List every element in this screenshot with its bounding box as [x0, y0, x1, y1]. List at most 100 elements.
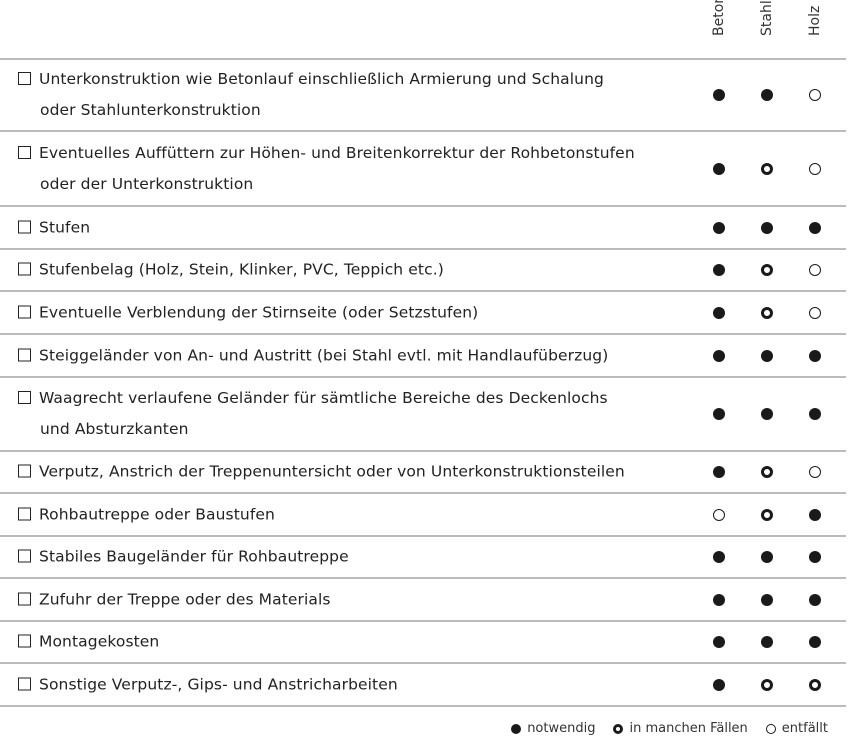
checklist-table: Unterkonstruktion wie Betonlauf einschli…: [0, 58, 846, 707]
row-label: Verputz, Anstrich der Treppenuntersicht …: [18, 457, 625, 488]
legend: notwendig in manchen Fällen entfällt: [511, 721, 828, 736]
filled-circle-icon: [713, 678, 725, 691]
checkbox-icon[interactable]: [18, 220, 31, 233]
filled-circle-icon: [713, 636, 725, 648]
checkbox-icon[interactable]: [18, 677, 31, 690]
thick-ring-icon: [761, 162, 773, 175]
row-label: Zufuhr der Treppe oder des Materials: [18, 584, 331, 615]
filled-circle-icon: [809, 636, 821, 648]
thin-ring-icon: [765, 723, 776, 734]
checkbox-icon[interactable]: [18, 592, 31, 605]
checkbox-icon[interactable]: [18, 549, 31, 563]
thick-ring-icon: [761, 466, 773, 478]
filled-circle-icon: [809, 508, 821, 521]
row-label: Rohbautreppe oder Baustufen: [18, 499, 275, 530]
row-label: Stufenbelag (Holz, Stein, Klinker, PVC, …: [18, 255, 444, 286]
thick-ring-icon: [613, 723, 624, 734]
filled-circle-icon: [713, 89, 725, 101]
table-row: Eventuelles Auffüttern zur Höhen- und Br…: [0, 132, 846, 207]
row-label: Steiggeländer von An- und Austritt (bei …: [18, 340, 608, 371]
legend-item-in-manchen-faellen: in manchen Fällen: [613, 721, 748, 736]
row-label-line: Montagekosten: [39, 632, 160, 651]
column-header-beton: Beton: [711, 0, 727, 36]
table-row: Stabiles Baugeländer für Rohbautreppe: [0, 537, 846, 579]
row-label: Stabiles Baugeländer für Rohbautreppe: [18, 542, 349, 573]
filled-circle-icon: [713, 551, 725, 563]
checkbox-icon[interactable]: [18, 348, 31, 361]
table-row: Steiggeländer von An- und Austritt (bei …: [0, 335, 846, 378]
thick-ring-icon: [761, 264, 773, 276]
legend-item-entfaellt: entfällt: [765, 721, 828, 736]
thin-ring-icon: [809, 306, 821, 319]
filled-circle-icon: [809, 593, 821, 606]
thin-ring-icon: [809, 466, 821, 478]
row-label-line: Unterkonstruktion wie Betonlauf einschli…: [39, 70, 604, 88]
row-label-line: oder Stahlunterkonstruktion: [40, 101, 261, 119]
filled-circle-icon: [713, 264, 725, 276]
thick-ring-icon: [761, 306, 773, 319]
filled-circle-icon: [713, 593, 725, 606]
thick-ring-icon: [761, 508, 773, 521]
column-header-stahl: Stahl: [759, 0, 775, 36]
row-label-line: Stufen: [39, 218, 91, 236]
row-label-line: und Absturzkanten: [40, 420, 189, 438]
row-label-line: Sonstige Verputz-, Gips- und Anstricharb…: [39, 675, 398, 693]
checkbox-icon[interactable]: [18, 391, 31, 404]
filled-circle-icon: [761, 551, 773, 563]
filled-circle-icon: [761, 221, 773, 234]
filled-circle-icon: [713, 408, 725, 420]
filled-circle-icon: [761, 593, 773, 606]
checkbox-icon[interactable]: [18, 464, 31, 478]
table-row: Montagekosten: [0, 622, 846, 664]
table-row: Verputz, Anstrich der Treppenuntersicht …: [0, 452, 846, 494]
filled-circle-icon: [809, 349, 821, 362]
checkbox-icon[interactable]: [18, 145, 31, 159]
filled-circle-icon: [713, 466, 725, 478]
checkbox-icon[interactable]: [18, 262, 31, 276]
row-label: Montagekosten: [18, 627, 159, 658]
filled-circle-icon: [761, 408, 773, 420]
table-row: Stufen: [0, 207, 846, 250]
table-row: Eventuelle Verblendung der Stirnseite (o…: [0, 292, 846, 335]
row-label-line: Zufuhr der Treppe oder des Materials: [39, 590, 331, 608]
checkbox-icon[interactable]: [18, 305, 31, 318]
filled-circle-icon: [761, 89, 773, 101]
thin-ring-icon: [809, 162, 821, 175]
filled-circle-icon: [809, 408, 821, 420]
checkbox-icon[interactable]: [18, 634, 31, 648]
row-label: Eventuelles Auffüttern zur Höhen- und Br…: [18, 138, 635, 200]
filled-circle-icon: [713, 221, 725, 234]
row-label-line: oder der Unterkonstruktion: [40, 174, 254, 193]
row-label: Sonstige Verputz-, Gips- und Anstricharb…: [18, 669, 398, 700]
row-label: Waagrecht verlaufene Geländer für sämtli…: [18, 383, 608, 445]
row-label: Eventuelle Verblendung der Stirnseite (o…: [18, 297, 478, 328]
filled-circle-icon: [809, 551, 821, 563]
row-label-line: Steiggeländer von An- und Austritt (bei …: [39, 346, 609, 364]
filled-circle-icon: [713, 162, 725, 175]
thin-ring-icon: [809, 264, 821, 276]
thick-ring-icon: [809, 678, 821, 691]
filled-circle-icon: [511, 723, 522, 734]
row-label: Unterkonstruktion wie Betonlauf einschli…: [18, 64, 604, 126]
filled-circle-icon: [713, 349, 725, 362]
row-label-line: Stufenbelag (Holz, Stein, Klinker, PVC, …: [39, 260, 444, 279]
table-row: Waagrecht verlaufene Geländer für sämtli…: [0, 378, 846, 452]
checkbox-icon[interactable]: [18, 507, 31, 520]
row-label-line: Rohbautreppe oder Baustufen: [39, 505, 275, 523]
thick-ring-icon: [761, 678, 773, 691]
filled-circle-icon: [713, 306, 725, 319]
row-label-line: Verputz, Anstrich der Treppenuntersicht …: [39, 462, 625, 481]
table-row: Unterkonstruktion wie Betonlauf einschli…: [0, 60, 846, 132]
checkbox-icon[interactable]: [18, 72, 31, 85]
column-header-holz: Holz: [807, 5, 823, 36]
row-label-line: Eventuelle Verblendung der Stirnseite (o…: [39, 303, 479, 321]
legend-item-notwendig: notwendig: [511, 721, 595, 736]
row-label-line: Eventuelles Auffüttern zur Höhen- und Br…: [39, 143, 635, 162]
row-label-line: Waagrecht verlaufene Geländer für sämtli…: [39, 389, 608, 407]
filled-circle-icon: [761, 636, 773, 648]
table-row: Rohbautreppe oder Baustufen: [0, 494, 846, 537]
table-row: Stufenbelag (Holz, Stein, Klinker, PVC, …: [0, 250, 846, 292]
filled-circle-icon: [761, 349, 773, 362]
thin-ring-icon: [809, 89, 821, 101]
table-row: Sonstige Verputz-, Gips- und Anstricharb…: [0, 664, 846, 707]
